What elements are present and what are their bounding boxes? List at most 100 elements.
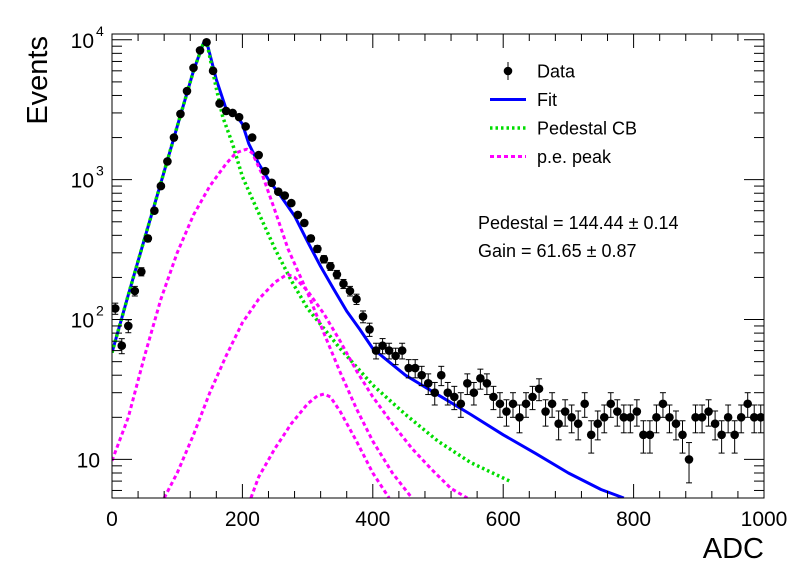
- data-marker: [267, 178, 277, 188]
- data-point: [697, 404, 707, 434]
- data-point: [182, 86, 192, 96]
- data-marker: [182, 86, 192, 96]
- data-point: [684, 442, 694, 484]
- data-point: [410, 359, 420, 379]
- legend-label: p.e. peak: [537, 147, 612, 167]
- data-point: [169, 133, 179, 142]
- data-marker: [319, 254, 329, 264]
- x-tick-label: 800: [616, 508, 651, 531]
- data-marker: [691, 413, 700, 422]
- data-point: [489, 385, 498, 411]
- data-point: [417, 365, 427, 387]
- data-point: [443, 381, 453, 406]
- y-axis-title: Events: [22, 36, 54, 125]
- data-marker: [215, 99, 224, 108]
- data-point: [547, 392, 557, 418]
- legend-label: Pedestal CB: [537, 119, 637, 139]
- data-point: [273, 187, 283, 197]
- data-point: [260, 166, 270, 176]
- data-marker: [358, 312, 368, 321]
- data-marker: [247, 133, 257, 142]
- data-point: [423, 373, 433, 396]
- data-point: [163, 157, 172, 166]
- data-marker: [684, 455, 694, 464]
- data-marker: [534, 384, 544, 394]
- data-marker: [476, 374, 485, 383]
- data-marker: [124, 321, 133, 331]
- data-point: [521, 392, 531, 418]
- data-marker: [489, 392, 498, 402]
- data-marker: [632, 407, 642, 416]
- data-marker: [430, 388, 440, 397]
- data-marker: [234, 112, 244, 122]
- data-marker: [658, 399, 668, 409]
- data-point: [639, 420, 648, 454]
- data-point: [247, 133, 257, 142]
- data-point: [580, 392, 589, 418]
- data-point: [332, 269, 342, 280]
- data-point: [730, 420, 739, 454]
- data-point: [723, 404, 733, 434]
- data-point: [482, 373, 492, 396]
- pedestal-annotation: Pedestal = 144.44 ± 0.14: [478, 213, 679, 233]
- data-marker: [326, 262, 335, 271]
- data-point: [339, 278, 348, 290]
- data-point: [665, 404, 674, 434]
- data-marker: [502, 407, 511, 416]
- data-marker: [345, 286, 355, 296]
- data-point: [234, 112, 244, 122]
- x-tick-label: 1000: [741, 508, 788, 531]
- data-marker: [678, 430, 687, 440]
- data-marker: [273, 187, 283, 197]
- data-marker: [228, 108, 237, 118]
- x-tick-label: 400: [355, 508, 390, 531]
- data-marker: [671, 419, 681, 429]
- data-marker: [717, 430, 726, 440]
- data-marker: [384, 346, 394, 355]
- data-marker: [554, 419, 563, 429]
- curve-p-e-peak-2: [162, 273, 469, 498]
- data-marker: [352, 294, 361, 304]
- data-marker: [410, 363, 420, 373]
- data-marker: [743, 399, 752, 409]
- data-point: [717, 420, 726, 454]
- data-point: [189, 63, 198, 73]
- legend-label: Data: [537, 62, 576, 82]
- data-marker: [339, 279, 348, 289]
- data-marker: [137, 267, 146, 276]
- data-marker: [365, 325, 374, 334]
- data-point: [456, 392, 466, 418]
- data-point: [306, 234, 316, 243]
- data-point: [156, 181, 166, 191]
- data-marker: [599, 413, 609, 422]
- data-point: [430, 381, 440, 406]
- data-point: [586, 420, 596, 454]
- y-tick-label: 10: [77, 449, 100, 472]
- data-point: [528, 385, 537, 411]
- data-marker: [560, 407, 570, 416]
- data-point: [606, 392, 616, 418]
- data-marker: [450, 392, 459, 402]
- data-marker: [704, 407, 713, 416]
- legend-marker: [503, 66, 513, 76]
- data-point: [593, 410, 603, 441]
- data-point: [215, 99, 224, 108]
- data-point: [150, 206, 159, 216]
- data-point: [613, 399, 622, 427]
- data-point: [573, 410, 583, 441]
- data-point: [345, 285, 355, 297]
- data-marker: [469, 388, 479, 397]
- data-point: [710, 410, 720, 441]
- legend: Data Fit Pedestal CB p.e. peak: [490, 62, 637, 167]
- data-point: [241, 122, 250, 131]
- legend-item-fit: Fit: [490, 90, 557, 110]
- data-marker: [143, 234, 153, 243]
- data-point: [652, 404, 661, 434]
- curve-p-e-peak-3: [249, 392, 391, 498]
- data-point: [365, 322, 374, 337]
- data-marker: [436, 370, 446, 380]
- data-point: [476, 368, 485, 390]
- gain-annotation: Gain = 61.65 ± 0.87: [478, 241, 637, 261]
